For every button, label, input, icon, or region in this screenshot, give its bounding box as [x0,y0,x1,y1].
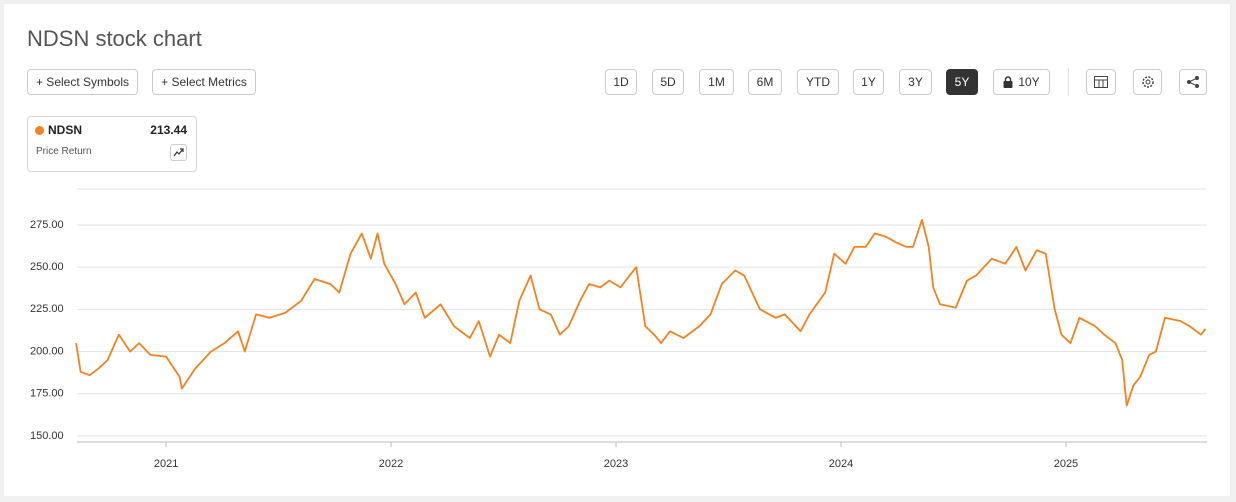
legend-last-value: 213.44 [150,123,187,137]
y-tick-label: 150.00 [30,430,64,442]
period-label: 1Y [861,75,876,89]
period-label: YTD [806,75,830,89]
share-button[interactable] [1179,69,1207,95]
period-button[interactable]: YTD [797,69,839,95]
legend-card: NDSN 213.44 Price Return [27,116,197,172]
period-button[interactable]: 5Y [946,69,978,95]
lock-icon [1003,76,1013,88]
table-button[interactable] [1086,69,1116,95]
period-label: 1M [708,75,725,89]
legend-dot [35,126,44,135]
legend-ticker: NDSN [48,123,83,137]
period-label: 5D [660,75,676,89]
period-button[interactable]: 1D [605,69,637,95]
x-tick-label: 2024 [829,458,853,470]
select-symbols-button[interactable]: + Select Symbols [27,69,138,95]
period-label: 6M [756,75,774,89]
table-icon [1094,76,1108,88]
y-tick-label: 200.00 [30,345,64,357]
y-tick-label: 275.00 [30,219,64,231]
period-button[interactable]: 1Y [853,69,884,95]
y-tick-label: 250.00 [30,261,64,273]
price-line [75,218,1207,407]
period-button[interactable]: 1M [699,69,734,95]
settings-icon [1141,76,1154,88]
y-tick-label: 225.00 [30,303,64,315]
separator [1068,68,1069,96]
period-button[interactable]: 6M [748,69,782,95]
x-tick-label: 2022 [379,458,403,470]
trend-button[interactable] [170,144,187,161]
share-icon [1187,76,1199,88]
period-label: 5Y [954,75,970,89]
period-button[interactable]: 3Y [899,69,932,95]
x-tick-label: 2021 [154,458,178,470]
legend-metric: Price Return [36,146,92,157]
period-button[interactable]: 10Y [993,69,1050,95]
trend-icon [173,148,184,157]
y-tick-label: 175.00 [30,388,64,400]
settings-button[interactable] [1133,69,1162,95]
period-label: 3Y [908,75,923,89]
period-button[interactable]: 5D [652,69,684,95]
chart-title: NDSN stock chart [27,26,202,51]
period-label: 1D [613,75,629,89]
period-label: 10Y [1018,75,1040,89]
select-metrics-button[interactable]: + Select Metrics [152,69,256,95]
x-tick-label: 2025 [1054,458,1078,470]
x-tick-label: 2023 [604,458,628,470]
